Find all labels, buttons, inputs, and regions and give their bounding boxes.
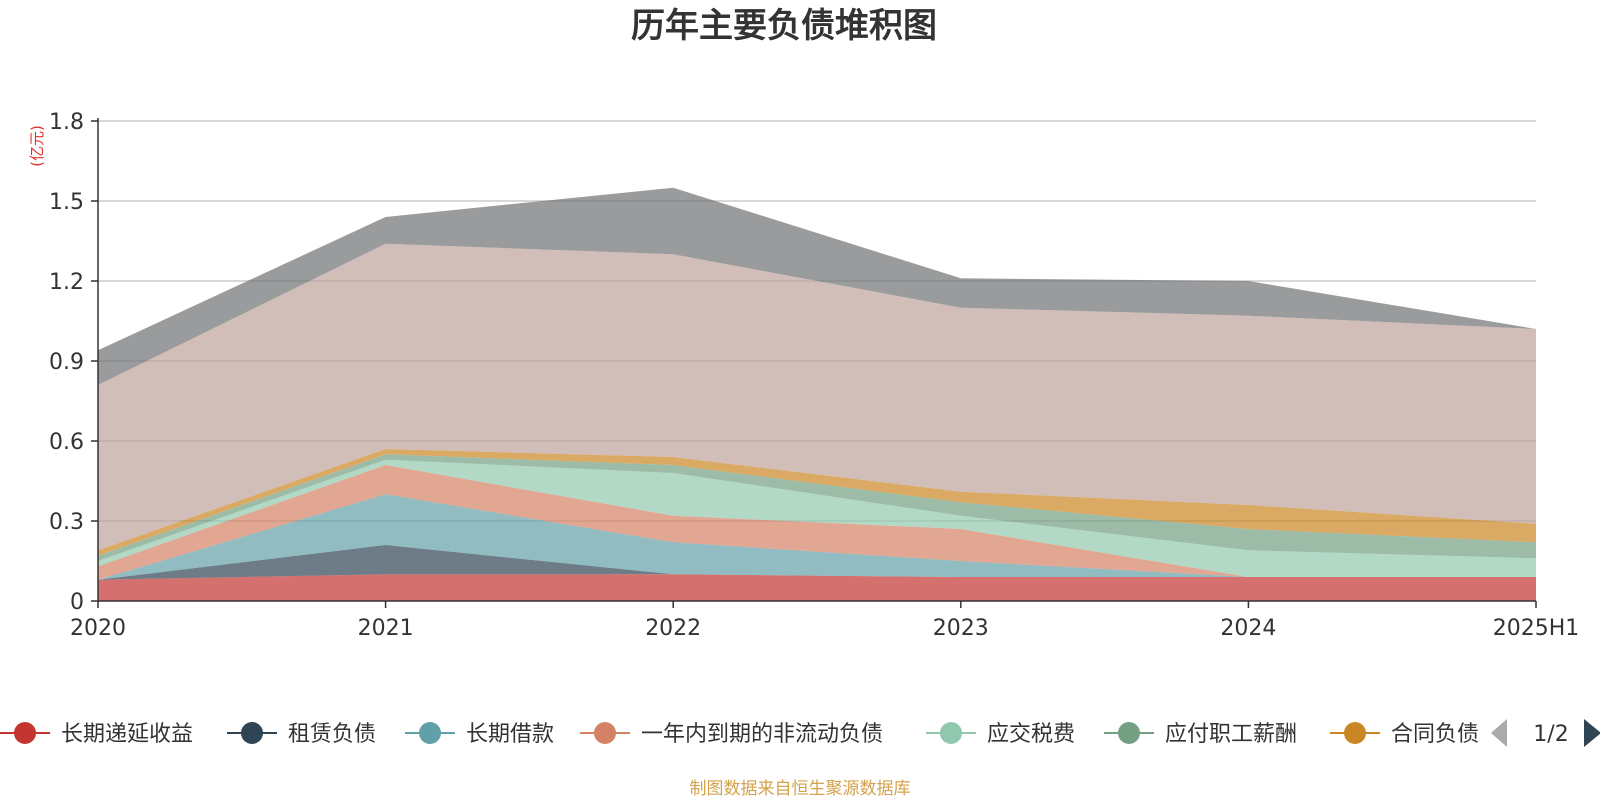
- legend-next-page-icon[interactable]: [1584, 719, 1600, 747]
- legend-circle-marker: [940, 722, 962, 744]
- y-axis-unit: (亿元): [28, 125, 46, 167]
- legend-item[interactable]: 租赁负债: [227, 722, 376, 747]
- area-series-2: [98, 494, 1536, 580]
- x-tick-label: 2025H1: [1493, 616, 1580, 641]
- area-series-0: [98, 574, 1536, 601]
- y-tick-label: 1.8: [49, 110, 84, 135]
- y-tick-label: 0: [70, 590, 84, 615]
- legend-circle-marker: [241, 722, 263, 744]
- y-tick-label: 0.9: [49, 350, 84, 375]
- y-tick-label: 1.5: [49, 190, 84, 215]
- legend-item[interactable]: 合同负债: [1330, 722, 1479, 747]
- area-series-5: [98, 454, 1536, 561]
- source-note: 制图数据来自恒生聚源数据库: [690, 779, 911, 799]
- chart-title: 历年主要负债堆积图: [631, 6, 937, 46]
- area-series-1: [98, 545, 1536, 580]
- area-series-4: [98, 459, 1536, 577]
- legend-label: 长期递延收益: [61, 722, 193, 747]
- y-tick-label: 1.2: [49, 270, 84, 295]
- legend-label: 合同负债: [1391, 722, 1479, 747]
- legend: 长期递延收益 租赁负债 长期借款 一年内到期的非流动负债 应交税费 应付职工薪酬 合同负债: [0, 722, 1479, 747]
- area-series-8: [98, 187, 1536, 385]
- x-tick-label: 2020: [70, 616, 126, 641]
- x-tick-label: 2023: [933, 616, 989, 641]
- y-tick-label: 0.3: [49, 510, 84, 535]
- legend-item[interactable]: 应付职工薪酬: [1104, 722, 1297, 747]
- legend-circle-marker: [594, 722, 616, 744]
- legend-item[interactable]: 长期借款: [405, 722, 554, 747]
- legend-label: 长期借款: [466, 722, 554, 747]
- x-tick-label: 2024: [1220, 616, 1276, 641]
- legend-item[interactable]: 应交税费: [926, 722, 1075, 747]
- legend-item[interactable]: 一年内到期的非流动负债: [580, 722, 883, 747]
- legend-circle-marker: [1344, 722, 1366, 744]
- legend-label: 租赁负债: [288, 722, 376, 747]
- axes: 0 0.3 0.6 0.9 1.2 1.5 1.8 2020 2021 2022 2023 2024 2…: [49, 110, 1579, 641]
- x-tick-label: 2022: [645, 616, 701, 641]
- legend-circle-marker: [1118, 722, 1140, 744]
- area-series: [98, 187, 1536, 601]
- legend-label: 应交税费: [987, 722, 1075, 747]
- legend-item[interactable]: 长期递延收益: [0, 722, 193, 747]
- legend-circle-marker: [419, 722, 441, 744]
- legend-page-indicator: 1/2: [1533, 722, 1568, 747]
- y-tick-label: 0.6: [49, 430, 84, 455]
- legend-label: 应付职工薪酬: [1165, 722, 1297, 747]
- area-series-3: [98, 465, 1536, 580]
- x-tick-label: 2021: [358, 616, 414, 641]
- legend-label: 一年内到期的非流动负债: [641, 722, 883, 747]
- legend-circle-marker: [14, 722, 36, 744]
- legend-prev-page-icon[interactable]: [1491, 719, 1507, 747]
- area-series-7: [98, 243, 1536, 551]
